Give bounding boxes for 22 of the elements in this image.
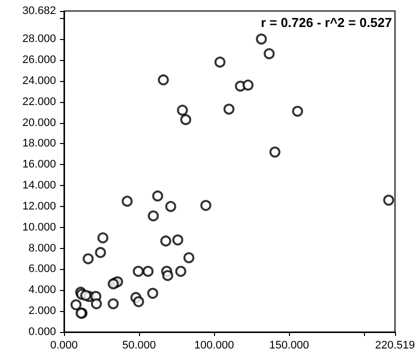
y-tick-label: 14.000: [22, 180, 56, 192]
y-tick-label: 16.000: [22, 158, 56, 171]
x-tick-label: 0.000: [50, 340, 78, 352]
y-tick-label: 0.000: [28, 326, 56, 338]
y-tick-label: 26.000: [22, 54, 56, 66]
x-tick-label: 50.000: [122, 340, 156, 352]
y-tick-label: 10.000: [22, 221, 56, 234]
y-tick-label: 8.000: [28, 242, 56, 254]
annotation: r = 0.726 - r^2 = 0.527: [260, 15, 392, 30]
y-tick-label: 22.000: [22, 96, 56, 108]
y-tick-label: 18.000: [22, 138, 56, 150]
x-tick-label: 100.000: [194, 340, 234, 352]
x-tick-label: 150.000: [269, 340, 310, 352]
y-tick-label: 6.000: [28, 263, 56, 276]
y-tick-label: 12.000: [22, 200, 56, 212]
y-tick-label: 2.000: [28, 305, 56, 318]
x-tick-label: 220.519: [375, 340, 415, 352]
y-tick-label: 28.000: [22, 33, 56, 46]
y-tick-label: 20.000: [22, 116, 56, 129]
y-tick-label: 4.000: [28, 284, 56, 296]
y-tick-label: 24.000: [22, 74, 56, 87]
y-tick-label: 30.682: [22, 5, 56, 17]
